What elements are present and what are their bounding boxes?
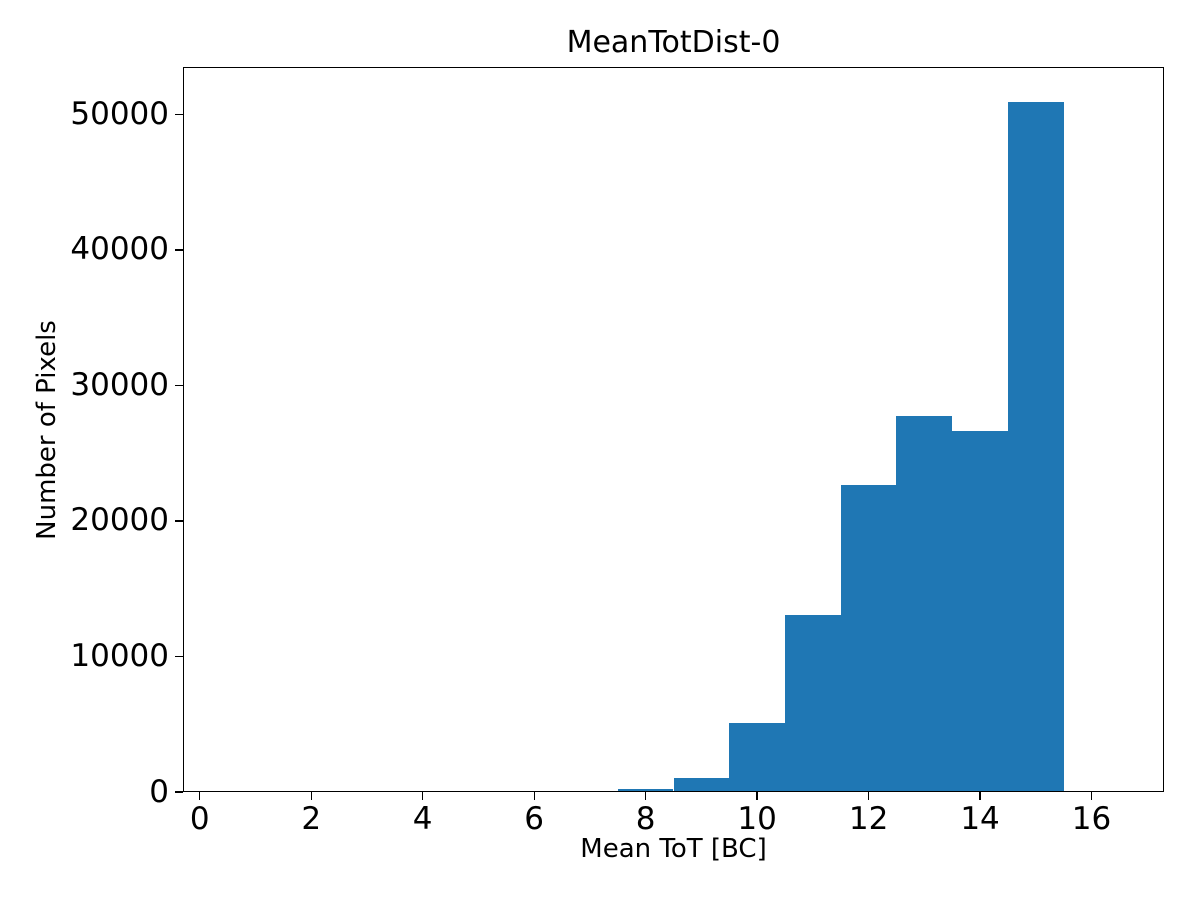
x-tick-label: 6 bbox=[524, 801, 544, 837]
y-tick-mark bbox=[175, 113, 183, 116]
x-tick-label: 4 bbox=[412, 801, 433, 837]
x-axis-label: Mean ToT [BC] bbox=[580, 834, 767, 864]
x-tick-mark bbox=[867, 792, 870, 800]
y-tick-label: 0 bbox=[149, 773, 169, 810]
y-tick-label: 50000 bbox=[70, 95, 169, 132]
x-tick-mark bbox=[1090, 792, 1093, 800]
histogram-bar bbox=[952, 430, 1008, 792]
histogram-bar bbox=[784, 615, 841, 792]
x-tick-label: 16 bbox=[1071, 801, 1112, 837]
chart-title: MeanTotDist-0 bbox=[566, 25, 781, 60]
x-tick-mark bbox=[422, 792, 424, 800]
histogram-bar bbox=[617, 788, 674, 792]
y-tick-label: 40000 bbox=[70, 231, 169, 268]
y-tick-label: 30000 bbox=[70, 366, 169, 403]
y-axis-label: Number of Pixels bbox=[32, 320, 62, 540]
plot-area bbox=[183, 67, 1164, 792]
histogram-bar bbox=[840, 485, 897, 792]
histogram-bar bbox=[673, 778, 730, 792]
x-tick-label: 10 bbox=[737, 801, 777, 837]
y-tick-label: 10000 bbox=[70, 637, 169, 674]
y-tick-label: 20000 bbox=[70, 502, 169, 539]
x-tick-label: 8 bbox=[635, 801, 656, 837]
histogram-bar bbox=[729, 723, 785, 792]
y-tick-mark bbox=[175, 249, 183, 251]
x-tick-mark bbox=[979, 792, 981, 800]
x-tick-mark bbox=[310, 792, 312, 800]
x-tick-label: 0 bbox=[189, 801, 210, 837]
y-tick-mark bbox=[175, 655, 183, 658]
x-tick-label: 2 bbox=[301, 801, 322, 837]
histogram-bar bbox=[896, 415, 953, 792]
y-tick-mark bbox=[175, 384, 183, 387]
x-tick-mark bbox=[199, 792, 201, 800]
x-tick-label: 14 bbox=[960, 801, 1000, 837]
x-tick-mark bbox=[756, 792, 758, 800]
x-tick-mark bbox=[533, 792, 535, 800]
x-tick-label: 12 bbox=[848, 801, 889, 837]
y-tick-mark bbox=[175, 520, 183, 522]
histogram-bar bbox=[1007, 101, 1064, 792]
y-tick-mark bbox=[175, 791, 183, 793]
x-tick-mark bbox=[644, 792, 647, 800]
